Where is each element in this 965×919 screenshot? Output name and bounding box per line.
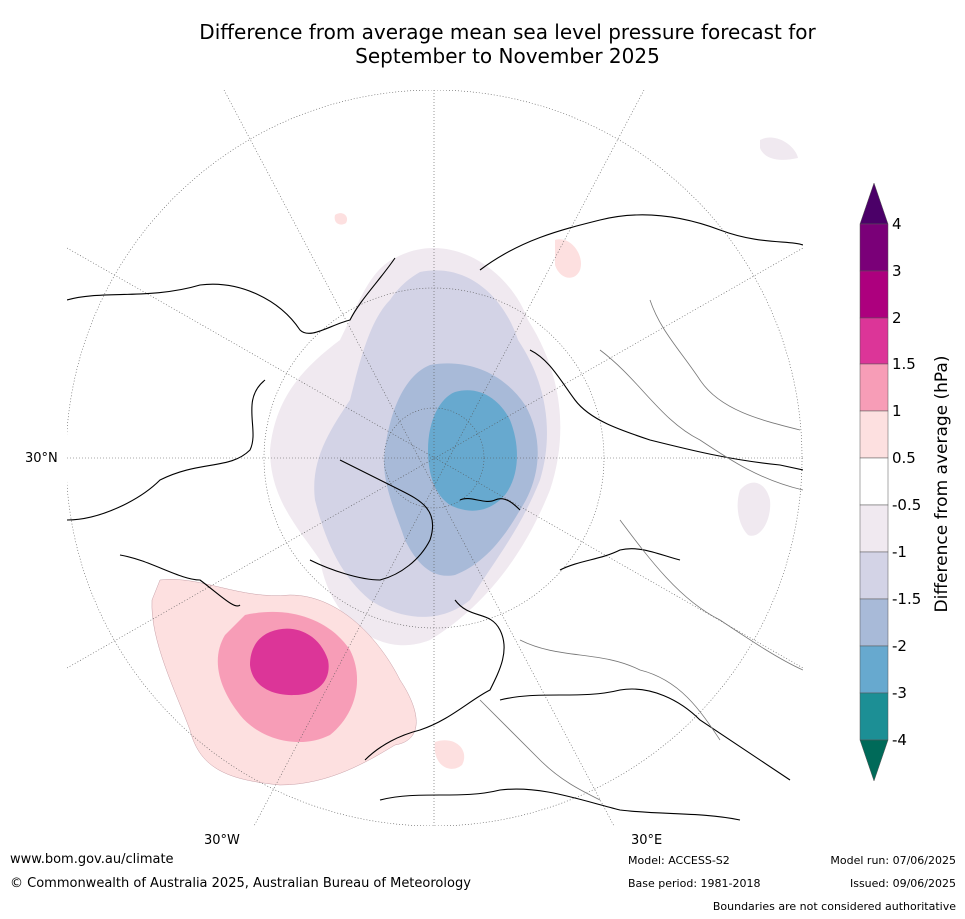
colorbar-tick: -1.5 [892, 590, 922, 608]
colorbar-tick: -3 [892, 684, 907, 702]
colorbar-title: Difference from average (hPa) [932, 355, 952, 613]
lon-label-30e: 30°E [631, 833, 663, 848]
map-title: Difference from average mean sea level p… [60, 20, 955, 68]
copyright-text: © Commonwealth of Australia 2025, Austra… [10, 876, 471, 891]
anomaly-negative-small-2 [760, 137, 798, 160]
colorbar-tick: 1.5 [892, 355, 916, 373]
colorbar-tick: 2 [892, 309, 902, 327]
colorbar-bin-neg1.5-neg1 [859, 551, 889, 600]
map-content [67, 90, 803, 826]
colorbar-tick: 4 [892, 215, 902, 233]
colorbar-bin-neg3-neg2 [859, 645, 889, 694]
base-period: Base period: 1981-2018 [628, 877, 761, 890]
colorbar-bin-neg4-neg3 [859, 692, 889, 741]
colorbar-tick: -1 [892, 543, 907, 561]
colorbar-extend-top [859, 182, 889, 225]
colorbar-tick: 0.5 [892, 449, 916, 467]
colorbar-tick: -0.5 [892, 496, 922, 514]
anomaly-positive-small-1 [555, 239, 581, 278]
colorbar-tick: 1 [892, 402, 902, 420]
model-run-date: Model run: 07/06/2025 [830, 854, 956, 867]
colorbar-bin-neg2-neg1.5 [859, 598, 889, 647]
anomaly-negative-2 [428, 390, 517, 511]
lat-label-30n: 30°N [25, 451, 58, 466]
anomaly-positive-1.5 [250, 628, 329, 696]
issued-date: Issued: 09/06/2025 [849, 877, 956, 890]
colorbar-bin-1.5-2 [859, 317, 889, 365]
colorbar-bin-1-1.5 [859, 363, 889, 412]
colorbar-bin-neg1-neg0.5 [859, 504, 889, 553]
boundaries-disclaimer: Boundaries are not considered authoritat… [712, 900, 956, 913]
colorbar-extend-bottom [859, 739, 889, 782]
title-line-2: September to November 2025 [355, 44, 660, 68]
anomaly-negative-small-1 [737, 482, 771, 536]
colorbar-bin-neutral [859, 457, 889, 506]
graticule [67, 90, 803, 826]
anomaly-positive-small-3 [434, 740, 465, 769]
colorbar [859, 182, 889, 782]
colorbar-tick: -2 [892, 637, 907, 655]
colorbar-bin-0.5-1 [859, 410, 889, 459]
anomaly-positive-small-2 [334, 213, 348, 225]
country-borders [479, 299, 803, 801]
model-name: Model: ACCESS-S2 [628, 854, 730, 867]
colorbar-tick: 3 [892, 262, 902, 280]
title-line-1: Difference from average mean sea level p… [199, 20, 816, 44]
lon-label-30w: 30°W [204, 833, 240, 848]
colorbar-tick: -4 [892, 731, 907, 749]
website-link[interactable]: www.bom.gov.au/climate [10, 852, 174, 867]
colorbar-bin-3-4 [859, 223, 889, 272]
colorbar-bin-2-3 [859, 270, 889, 319]
coastlines [67, 214, 803, 821]
